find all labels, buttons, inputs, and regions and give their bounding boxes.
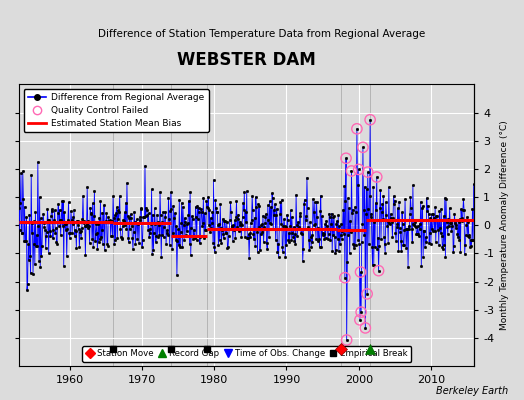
Legend: Station Move, Record Gap, Time of Obs. Change, Empirical Break: Station Move, Record Gap, Time of Obs. C…	[82, 346, 411, 362]
Point	[353, 126, 361, 132]
Point	[361, 325, 369, 331]
Text: Berkeley Earth: Berkeley Earth	[436, 386, 508, 396]
Point	[357, 309, 365, 315]
Point	[341, 274, 349, 281]
Point	[356, 269, 365, 275]
Point	[364, 169, 372, 175]
Y-axis label: Monthly Temperature Anomaly Difference (°C): Monthly Temperature Anomaly Difference (…	[500, 120, 509, 330]
Point	[342, 155, 350, 162]
Point	[343, 337, 351, 343]
Point	[347, 168, 356, 174]
Point	[363, 291, 372, 297]
Point	[373, 174, 381, 180]
Point	[374, 268, 383, 274]
Point	[359, 144, 367, 150]
Point	[356, 317, 364, 323]
Text: Difference of Station Temperature Data from Regional Average: Difference of Station Temperature Data f…	[99, 29, 425, 39]
Point	[366, 116, 374, 123]
Point	[355, 166, 363, 173]
Title: WEBSTER DAM: WEBSTER DAM	[177, 51, 316, 69]
